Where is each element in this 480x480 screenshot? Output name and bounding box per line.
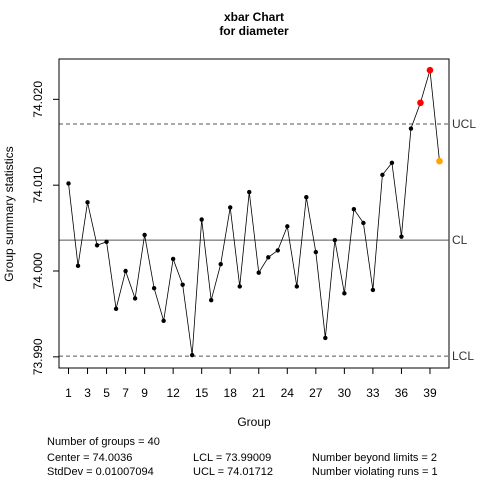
x-tick-label: 36	[395, 386, 409, 400]
x-tick-label: 18	[224, 386, 238, 400]
data-point	[75, 263, 81, 269]
x-tick-label: 12	[166, 386, 180, 400]
stats-beyond-limits: Number beyond limits = 2	[312, 452, 438, 464]
y-axis-label: Group summary statistics	[2, 146, 16, 281]
data-point	[256, 270, 261, 275]
data-point	[380, 172, 385, 178]
x-tick-label: 15	[195, 386, 209, 400]
stats-center: Center = 74.0036	[47, 452, 133, 464]
data-point	[294, 284, 300, 289]
ucl-label: UCL	[452, 117, 476, 131]
x-tick-label: 1	[65, 386, 72, 400]
x-tick-label: 21	[252, 386, 266, 400]
data-point	[208, 297, 214, 303]
x-tick-label: 9	[141, 386, 148, 400]
data-point	[370, 287, 376, 293]
data-point	[189, 352, 195, 358]
data-point	[237, 284, 242, 289]
data-point	[94, 243, 100, 248]
chart-title: xbar Chart	[224, 10, 284, 24]
x-tick-label: 5	[103, 386, 110, 400]
data-point	[342, 291, 347, 296]
x-tick-label: 27	[309, 386, 323, 400]
data-point	[332, 237, 338, 243]
data-point	[275, 248, 280, 253]
data-point	[266, 255, 271, 260]
x-tick-label: 30	[338, 386, 352, 400]
data-point-beyond-limits	[417, 99, 424, 107]
stats-lcl: LCL = 73.99009	[193, 452, 272, 464]
x-tick-label: 24	[281, 386, 295, 400]
data-point-violating-run	[436, 157, 443, 165]
data-point	[180, 282, 185, 287]
data-point	[161, 318, 166, 323]
data-point	[170, 256, 176, 262]
data-point	[361, 220, 366, 226]
data-point	[399, 234, 404, 239]
chart-subtitle: for diameter	[219, 24, 289, 38]
series-line	[68, 70, 440, 356]
y-tick-label: 73.990	[31, 338, 45, 375]
lcl-label: LCL	[452, 349, 474, 363]
data-point	[408, 126, 414, 131]
data-point	[123, 268, 128, 274]
data-point	[228, 205, 233, 210]
data-point	[313, 249, 319, 255]
x-tick-label: 39	[423, 386, 437, 400]
data-point	[66, 181, 71, 186]
data-point	[132, 296, 138, 301]
y-tick-label: 74.010	[31, 166, 45, 203]
stats-ucl: UCL = 74.01712	[193, 466, 274, 478]
x-tick-label: 33	[366, 386, 380, 400]
data-point	[323, 335, 328, 341]
data-point	[151, 285, 157, 291]
data-point	[218, 261, 223, 267]
data-point	[113, 306, 119, 311]
x-axis-label: Group	[237, 415, 271, 429]
data-point	[104, 239, 109, 245]
stats-stddev: StdDev = 0.01007094	[47, 466, 154, 478]
data-point	[199, 217, 204, 222]
x-tick-label: 7	[122, 386, 129, 400]
data-point	[247, 189, 252, 195]
data-point	[285, 224, 290, 229]
data-point	[304, 194, 309, 200]
data-point	[142, 232, 147, 238]
data-point-beyond-limits	[426, 66, 434, 74]
data-point	[389, 160, 395, 166]
x-tick-label: 3	[84, 386, 91, 400]
plot-frame	[58, 58, 450, 369]
y-tick-label: 74.020	[31, 81, 45, 118]
y-tick-label: 74.000	[31, 252, 45, 289]
stats-violating-runs: Number violating runs = 1	[312, 466, 438, 478]
data-point	[351, 207, 357, 212]
cl-label: CL	[452, 233, 468, 247]
stats-groups: Number of groups = 40	[47, 436, 160, 448]
data-point	[85, 200, 90, 205]
